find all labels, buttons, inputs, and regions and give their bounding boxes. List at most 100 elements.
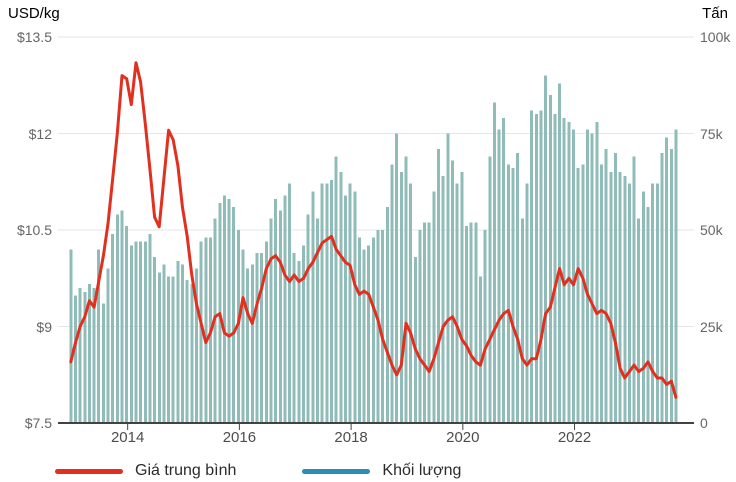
volume-bar bbox=[92, 287, 96, 423]
volume-bar bbox=[413, 257, 417, 423]
volume-bar bbox=[227, 199, 231, 423]
volume-bar bbox=[613, 152, 617, 424]
volume-bar bbox=[539, 110, 543, 423]
axis-tick-label: 25k bbox=[700, 318, 723, 335]
volume-bar bbox=[427, 222, 431, 423]
axis-tick-label: 2022 bbox=[557, 429, 592, 446]
axis-tick-label: 75k bbox=[700, 125, 723, 142]
axis-tick-label: 2016 bbox=[222, 429, 257, 446]
volume-bar bbox=[483, 230, 487, 423]
volume-bar bbox=[348, 183, 352, 423]
legend-item-price: Giá trung bình bbox=[55, 462, 236, 480]
volume-bar bbox=[399, 172, 403, 423]
volume-bar bbox=[562, 118, 566, 423]
volume-bar bbox=[586, 129, 589, 423]
volume-bar bbox=[283, 195, 287, 423]
volume-bar bbox=[497, 129, 501, 423]
volume-bar bbox=[115, 214, 119, 423]
volume-bar bbox=[423, 222, 427, 423]
volume-bar bbox=[97, 249, 101, 423]
axis-tick-label: 100k bbox=[700, 29, 731, 45]
volume-bar bbox=[590, 133, 594, 423]
volume-bar bbox=[125, 226, 129, 423]
volume-bar bbox=[609, 172, 613, 423]
volume-bar bbox=[474, 222, 478, 423]
volume-bar bbox=[371, 237, 375, 423]
volume-bar bbox=[83, 291, 87, 423]
volume-line-swatch bbox=[302, 468, 371, 474]
volume-bar bbox=[306, 214, 310, 423]
volume-bar bbox=[665, 137, 669, 424]
volume-bar bbox=[181, 264, 185, 423]
axis-tick-label: 2014 bbox=[110, 429, 145, 446]
volume-bar bbox=[572, 129, 576, 423]
volume-bar bbox=[404, 156, 408, 423]
axis-tick-label: $13.5 bbox=[16, 29, 52, 45]
volume-bar bbox=[432, 191, 436, 423]
volume-bar bbox=[627, 183, 631, 423]
volume-bar bbox=[599, 164, 603, 423]
volume-bar bbox=[511, 168, 515, 423]
volume-bar bbox=[441, 175, 445, 423]
volume-bar bbox=[641, 191, 645, 423]
volume-bar bbox=[544, 75, 548, 423]
volume-bar bbox=[320, 183, 324, 423]
legend: Giá trung bình Khối lượng bbox=[55, 460, 461, 482]
volume-bar bbox=[329, 179, 333, 423]
axis-tick-label: 2020 bbox=[446, 429, 480, 446]
volume-bar bbox=[558, 83, 562, 423]
volume-bar bbox=[357, 237, 361, 423]
volume-bar bbox=[637, 218, 641, 423]
axis-tick-label: $10.5 bbox=[16, 222, 52, 238]
price-line-swatch bbox=[55, 468, 123, 474]
axis-tick-label: 0 bbox=[700, 415, 708, 431]
volume-bar bbox=[278, 210, 282, 423]
axis-tick-label: 50k bbox=[700, 222, 723, 238]
volume-bar bbox=[343, 195, 347, 423]
volume-bar bbox=[595, 121, 599, 424]
volume-bar bbox=[325, 183, 329, 423]
volume-bar bbox=[302, 245, 306, 423]
volume-bar bbox=[534, 114, 538, 423]
volume-bar bbox=[264, 241, 268, 423]
volume-bar bbox=[274, 199, 278, 423]
volume-bar bbox=[492, 102, 496, 424]
volume-bar bbox=[395, 133, 399, 423]
volume-bar bbox=[464, 226, 468, 423]
volume-bar bbox=[460, 172, 464, 423]
volume-bar bbox=[520, 218, 524, 423]
volume-bar bbox=[255, 253, 259, 423]
volume-bar bbox=[334, 156, 338, 423]
volume-bar bbox=[604, 148, 608, 423]
volume-bar bbox=[250, 264, 254, 423]
volume-bar bbox=[451, 160, 455, 423]
volume-bar bbox=[381, 230, 385, 423]
volume-bar bbox=[143, 241, 147, 423]
left-axis-title: USD/kg bbox=[8, 5, 60, 22]
volume-bar bbox=[553, 114, 557, 423]
volume-bar bbox=[101, 303, 105, 423]
volume-bar bbox=[78, 287, 82, 423]
volume-bar bbox=[185, 280, 189, 423]
volume-bar bbox=[246, 268, 250, 423]
volume-bar bbox=[353, 191, 357, 423]
volume-bar bbox=[646, 206, 650, 423]
volume-bar bbox=[623, 175, 627, 423]
volume-bar bbox=[134, 241, 138, 423]
volume-bar bbox=[660, 152, 664, 424]
volume-bar bbox=[167, 276, 171, 423]
volume-bar bbox=[176, 260, 180, 423]
volume-bar bbox=[409, 183, 413, 423]
volume-bar bbox=[385, 206, 389, 423]
volume-bar bbox=[548, 94, 552, 424]
volume-bar bbox=[390, 164, 394, 423]
axis-tick-label: $9 bbox=[36, 318, 52, 335]
volume-bar bbox=[674, 129, 678, 423]
volume-bar bbox=[418, 230, 422, 423]
volume-bar bbox=[106, 268, 110, 423]
volume-bar bbox=[362, 249, 366, 423]
volume-bar bbox=[162, 264, 166, 423]
volume-bar bbox=[567, 121, 571, 424]
volume-bar bbox=[581, 164, 585, 423]
